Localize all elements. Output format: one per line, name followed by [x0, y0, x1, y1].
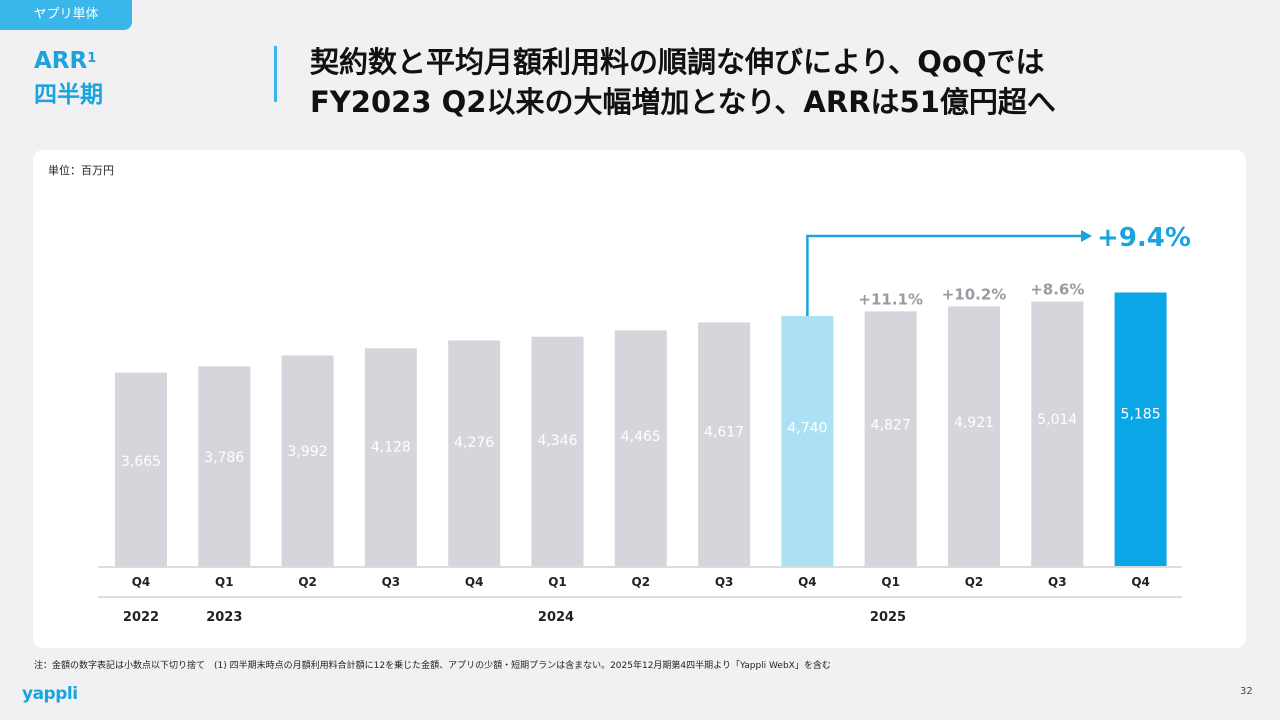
bar-value-label-12: 5,185 [1121, 407, 1161, 423]
category-label-8: Q4 [798, 575, 817, 589]
bar-value-label-5: 4,346 [537, 433, 577, 449]
bar-value-label-7: 4,617 [704, 424, 744, 440]
category-label-12: Q4 [1131, 575, 1150, 589]
bar-value-label-3: 4,128 [371, 440, 411, 456]
bar-10 [948, 306, 1000, 566]
category-label-2: Q2 [298, 575, 317, 589]
bar-8 [781, 315, 834, 566]
category-label-10: Q2 [965, 575, 984, 589]
yappli-logo: yappli [22, 684, 78, 704]
bar-9 [864, 311, 917, 566]
bar-value-label-9: 4,827 [871, 418, 911, 434]
headline-line-2: FY2023 Q2以来の大幅増加となり、ARRは51億円超へ [310, 85, 1056, 119]
category-label-1: Q1 [215, 575, 234, 589]
title-divider [274, 46, 277, 102]
category-label-3: Q3 [382, 575, 401, 589]
bar-value-label-2: 3,992 [288, 444, 328, 460]
bar-11 [1031, 301, 1084, 566]
unit-label: 単位：百万円 [48, 164, 114, 177]
bar-6 [614, 330, 667, 566]
bar-value-label-4: 4,276 [454, 435, 494, 451]
category-label-11: Q3 [1048, 575, 1067, 589]
section-subtitle: 四半期 [34, 82, 103, 108]
growth-label-11: +8.6% [1030, 281, 1084, 299]
category-label-5: Q1 [548, 575, 567, 589]
bar-3 [364, 348, 417, 566]
bar-0 [115, 372, 167, 566]
bar-12 [1114, 292, 1167, 566]
headline-line-1: 契約数と平均月額利用料の順調な伸びにより、QoQでは [310, 45, 1045, 79]
bar-4 [448, 340, 501, 566]
year-label-2024: 2024 [538, 610, 574, 625]
highlight-growth-label: +9.4% [1097, 223, 1191, 253]
bar-value-label-0: 3,665 [121, 454, 161, 470]
bar-7 [698, 322, 751, 566]
bar-2 [281, 355, 334, 566]
section-title-main: ARR [34, 48, 88, 74]
bar-1 [198, 366, 251, 566]
page-number: 32 [1240, 686, 1253, 697]
bar-value-label-1: 3,786 [204, 450, 244, 466]
category-label-6: Q2 [632, 575, 651, 589]
category-label-7: Q3 [715, 575, 734, 589]
growth-label-10: +10.2% [942, 285, 1007, 303]
section-title: ARR1 四半期 [34, 44, 103, 112]
bar-5 [531, 336, 584, 566]
bar-value-label-8: 4,740 [787, 420, 827, 436]
bar-value-label-6: 4,465 [621, 429, 661, 445]
category-label-9: Q1 [881, 575, 900, 589]
year-label-2025: 2025 [870, 610, 906, 625]
category-label-0: Q4 [132, 575, 151, 589]
headline: 契約数と平均月額利用料の順調な伸びにより、QoQでは FY2023 Q2以来の大… [310, 42, 1260, 122]
entity-tag: ヤプリ単体 [0, 0, 132, 30]
growth-arrow-head [1081, 230, 1092, 242]
footnote-marker: 1 [87, 51, 97, 66]
growth-arrow-line [806, 234, 1084, 316]
footnote: 注：金額の数字表記は小数点以下切り捨て (1) 四半期末時点の月額利用料合計額に… [34, 661, 831, 671]
category-label-4: Q4 [465, 575, 484, 589]
year-label-2023: 2023 [206, 610, 242, 625]
bar-value-label-10: 4,921 [954, 415, 994, 431]
year-label-2022: 2022 [123, 610, 159, 625]
bar-value-label-11: 5,014 [1037, 412, 1077, 428]
growth-label-9: +11.1% [858, 290, 923, 308]
